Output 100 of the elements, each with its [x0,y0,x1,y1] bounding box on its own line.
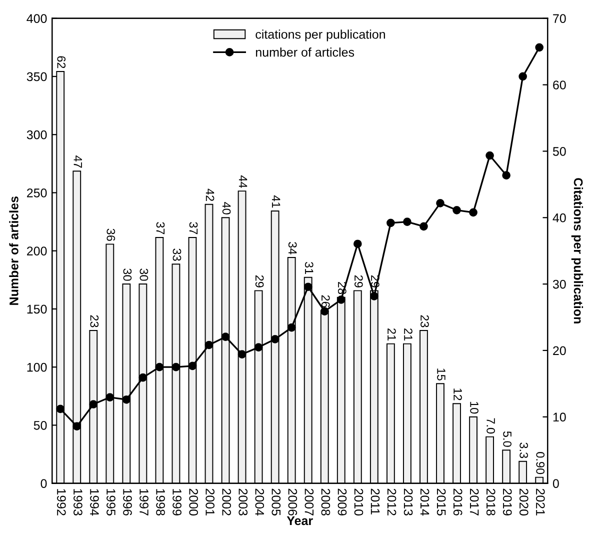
y2-tick-label: 20 [553,346,566,356]
x-tick-label: 2003 [238,488,248,516]
legend-label: citations per publication [256,30,385,42]
y-tick-label: 250 [27,188,47,198]
point [155,362,164,372]
data-label: 30 [123,268,132,281]
y2-tick-label: 0 [552,479,559,488]
x-tick-label: 1995 [106,489,116,516]
point [535,43,544,52]
point [56,404,65,414]
data-label: 23 [420,315,429,328]
data-label: 30 [140,268,148,281]
y2-tick-label: 30 [552,280,566,289]
x-tick-label: 2010 [354,488,364,516]
data-label: 7.0 [486,418,495,434]
point [122,395,131,404]
data-label: 34 [288,242,297,254]
y-tick-label: 300 [26,130,47,140]
x-axis-title: Year [286,516,313,526]
data-label: 12 [454,388,462,400]
data-label: 21 [388,328,396,340]
x-tick-label: 2019 [502,488,512,516]
point [204,340,214,350]
point [353,240,362,248]
point [436,199,444,208]
data-label: 0.90 [536,452,545,474]
point [502,171,510,180]
data-label: 36 [106,228,116,241]
data-label: 15 [437,368,446,380]
y2-axis-title: Citations per publication [571,178,584,324]
x-tick-label: 2011 [370,488,380,514]
point [106,393,114,402]
x-tick-label: 2001 [206,488,214,516]
x-tick-label: 1994 [90,489,99,516]
x-tick-label: 1993 [74,489,82,516]
x-tick-label: 2014 [420,488,430,516]
point [452,206,461,214]
data-label: 31 [304,262,314,274]
y-tick-label: 150 [27,304,47,314]
x-tick-label: 2002 [222,488,232,516]
x-tick-label: 1996 [123,489,132,516]
x-tick-label: 2005 [272,488,281,516]
y-tick-label: 400 [26,14,47,24]
data-label: 40 [222,202,231,214]
data-label: 26 [321,295,330,308]
point [486,151,494,160]
data-label: 23 [90,315,99,328]
y2-tick-label: 40 [552,213,566,222]
data-label: 47 [74,155,82,168]
point [304,282,312,292]
y-axis-title: Number of articles [9,196,18,305]
x-tick-label: 1999 [172,489,182,516]
y-tick-label: 100 [27,362,47,372]
point [469,208,478,217]
x-tick-label: 2017 [470,488,479,516]
x-tick-label: 2012 [387,488,396,516]
point [254,343,263,352]
y-tick-label: 200 [27,246,47,256]
x-tick-label: 2020 [519,488,528,516]
data-label: 44 [238,175,248,188]
x-tick-label: 2007 [304,488,314,516]
data-label: 10 [470,402,478,414]
x-tick-label: 2018 [486,488,496,516]
y2-tick-label: 50 [552,147,566,156]
data-label: 37 [189,222,198,234]
x-tick-label: 1998 [156,489,165,516]
y-tick-label: 0 [40,479,47,488]
x-tick-label: 1992 [57,489,66,516]
point [420,222,428,231]
data-label: 37 [156,222,165,234]
data-label: 21 [404,328,412,340]
data-label: 41 [272,195,280,208]
point [221,332,230,342]
point [270,335,280,344]
point [238,350,246,358]
x-tick-label: 2009 [338,488,347,516]
x-tick-label: 1997 [140,489,148,516]
data-label: 29 [255,275,264,288]
data-label: 62 [57,56,66,68]
point [172,362,180,372]
point [403,218,412,226]
x-tick-label: 2008 [321,488,330,516]
data-label: 33 [172,248,182,261]
x-tick-label: 2021 [536,488,545,516]
point [320,307,329,316]
x-tick-label: 2013 [404,488,413,516]
data-label: 5.0 [503,431,512,447]
point [287,323,296,332]
y2-tick-label: 10 [553,412,566,422]
data-label: 29 [354,275,363,288]
y2-tick-label: 70 [553,14,566,24]
point [188,362,197,370]
data-label: 42 [206,188,214,201]
data-label: 3.3 [520,442,528,458]
point [518,72,527,81]
point [386,218,395,228]
x-tick-label: 2015 [436,488,446,516]
point [72,422,82,431]
legend-label: number of articles [256,48,354,57]
point [370,292,378,300]
